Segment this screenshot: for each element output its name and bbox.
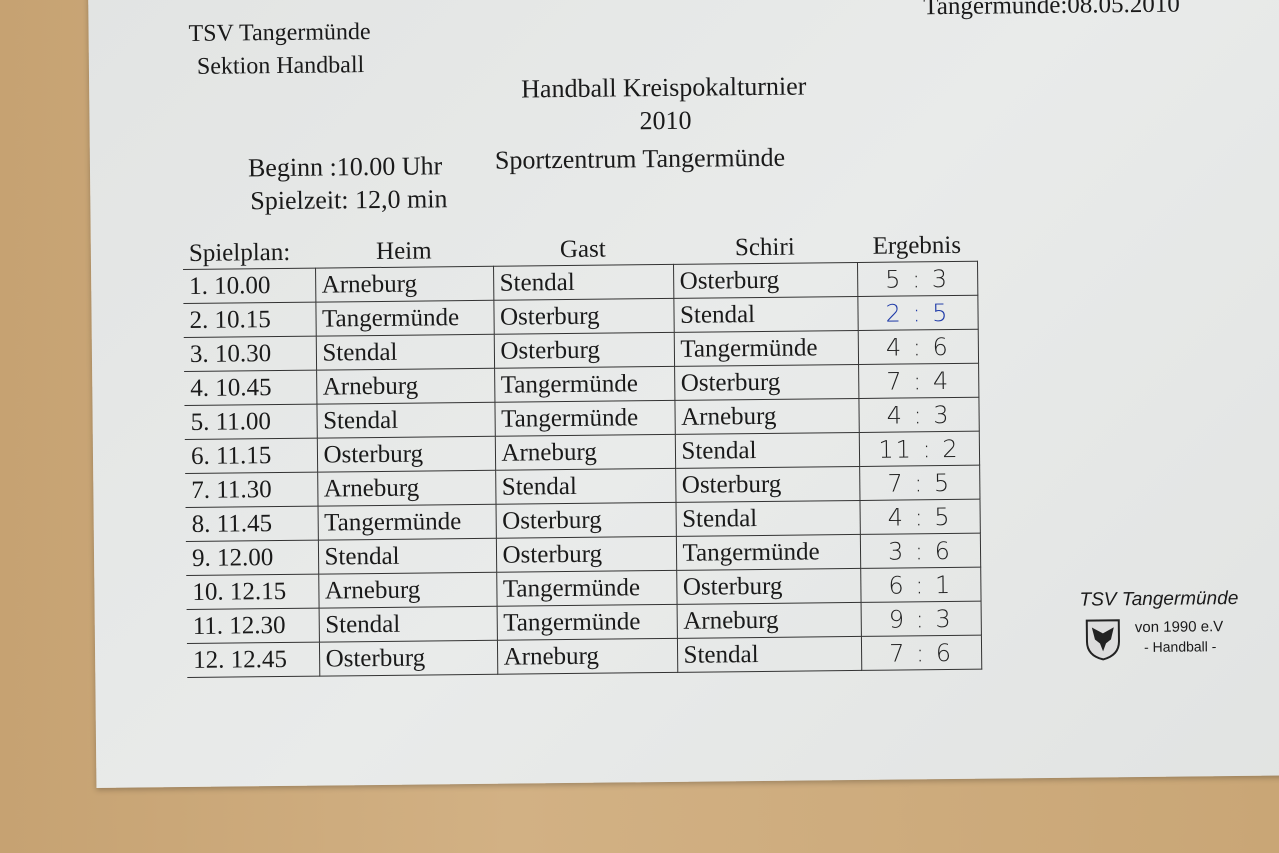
cell-slot: 10. 12.15	[186, 574, 319, 610]
cell-referee: Stendal	[673, 296, 858, 333]
cell-guest: Osterburg	[493, 332, 675, 369]
cell-result: 2 : 5	[857, 295, 978, 331]
cell-referee: Osterburg	[676, 568, 861, 605]
cell-result: 6 : 1	[860, 567, 981, 603]
paper-sheet: TSV Tangermünde Sektion Handball Tangerm…	[88, 0, 1279, 788]
column-header: Schiri	[734, 233, 795, 262]
section-name: Sektion Handball	[196, 52, 365, 80]
cell-home: Osterburg	[316, 436, 496, 473]
cell-slot: 3. 10.30	[183, 336, 317, 372]
cell-referee: Arneburg	[676, 602, 861, 639]
cell-home: Osterburg	[318, 640, 498, 677]
cell-home: Tangermünde	[317, 504, 496, 541]
column-header: Ergebnis	[872, 231, 962, 260]
cell-referee: Stendal	[676, 636, 862, 673]
eagle-crest-icon	[1085, 619, 1120, 661]
cell-slot: 7. 11.30	[185, 472, 318, 508]
cell-home: Stendal	[317, 538, 497, 575]
cell-guest: Tangermünde	[496, 570, 677, 607]
cell-home: Arneburg	[317, 470, 496, 507]
document-year: 2010	[639, 105, 692, 136]
cell-home: Stendal	[318, 606, 497, 643]
cell-referee: Stendal	[674, 432, 860, 469]
document-title: Handball Kreispokalturnier	[521, 71, 807, 104]
cell-referee: Osterburg	[674, 364, 859, 401]
cell-home: Arneburg	[318, 572, 497, 609]
cell-result: 5 : 3	[857, 261, 978, 297]
play-time: Spielzeit: 12,0 min	[250, 184, 448, 216]
cell-guest: Stendal	[495, 468, 676, 505]
cell-referee: Stendal	[675, 500, 860, 537]
cell-referee: Tangermünde	[673, 330, 859, 367]
cell-home: Arneburg	[316, 368, 495, 405]
cell-result: 11 : 2	[858, 431, 980, 467]
cell-slot: 2. 10.15	[183, 302, 316, 338]
cell-result: 7 : 4	[858, 363, 979, 399]
column-header: Heim	[375, 237, 432, 265]
club-logo: TSV Tangermünde von 1990 e.V - Handball …	[1079, 587, 1239, 661]
cell-guest: Osterburg	[495, 536, 677, 573]
cell-guest: Arneburg	[496, 638, 678, 675]
begin-time: Beginn :10.00 Uhr	[247, 151, 443, 183]
schedule-table: Spielplan: Heim Gast Schiri Ergebnis 1. 10.0…	[183, 231, 982, 678]
cell-home: Arneburg	[315, 266, 494, 303]
cell-guest: Tangermünde	[494, 400, 675, 437]
cell-result: 7 : 6	[860, 635, 982, 671]
column-header: Gast	[559, 235, 606, 264]
cell-referee: Osterburg	[675, 466, 860, 503]
cell-result: 4 : 3	[858, 397, 979, 433]
club-name: TSV Tangermünde	[188, 19, 371, 47]
cell-slot: 5. 11.00	[184, 404, 317, 440]
cell-slot: 9. 12.00	[185, 540, 319, 576]
cell-slot: 11. 12.30	[186, 608, 319, 644]
cell-home: Stendal	[316, 402, 495, 439]
cell-guest: Osterburg	[495, 502, 676, 539]
cell-referee: Tangermünde	[675, 534, 861, 571]
logo-since: von 1990 e.V	[1134, 618, 1224, 637]
cell-slot: 4. 10.45	[184, 370, 317, 406]
cell-guest: Tangermünde	[494, 366, 675, 403]
logo-dept: - Handball -	[1143, 638, 1217, 655]
cell-referee: Arneburg	[674, 398, 859, 435]
cell-guest: Arneburg	[494, 434, 676, 471]
cell-referee: Osterburg	[673, 262, 858, 299]
venue: Sportzentrum Tangermünde	[494, 142, 786, 175]
cell-result: 3 : 6	[859, 533, 981, 569]
column-header: Spielplan:	[188, 238, 291, 267]
cell-guest: Osterburg	[493, 298, 674, 335]
cell-result: 9 : 3	[860, 601, 981, 637]
cell-result: 7 : 5	[859, 465, 980, 501]
cell-guest: Stendal	[493, 264, 674, 301]
cell-slot: 1. 10.00	[183, 268, 316, 304]
cell-home: Tangermünde	[315, 300, 494, 337]
cell-guest: Tangermünde	[496, 604, 677, 641]
date: Tangermünde:08.05.2010	[923, 0, 1180, 21]
cell-result: 4 : 5	[859, 499, 980, 535]
cell-slot: 6. 11.15	[184, 438, 318, 474]
table-row: 12. 12.45 Osterburg Arneburg Stendal 7 : 6	[186, 635, 982, 678]
cell-slot: 12. 12.45	[186, 642, 320, 678]
logo-name: TSV Tangermünde	[1079, 587, 1239, 611]
cell-slot: 8. 11.45	[185, 506, 318, 542]
cell-result: 4 : 6	[857, 329, 979, 365]
cell-home: Stendal	[315, 334, 495, 371]
